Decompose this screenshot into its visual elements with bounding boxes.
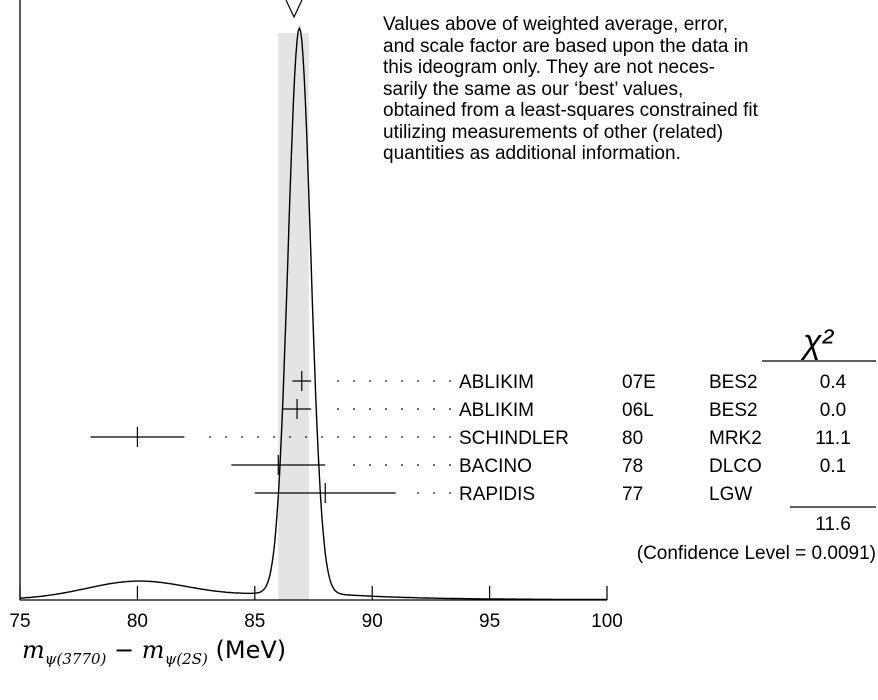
x-tick-label: 85	[244, 611, 265, 632]
leader-dot	[353, 436, 355, 438]
x-tick-label: 95	[479, 611, 500, 632]
measurement-experiment: MRK2	[709, 428, 762, 449]
measurement-experiment: BES2	[709, 400, 758, 421]
leader-dot	[257, 436, 259, 438]
leader-dot	[353, 464, 355, 466]
leader-dot	[417, 408, 419, 410]
measurement-chi2: 0.1	[820, 456, 846, 477]
leader-dot	[449, 408, 451, 410]
x-tick-label: 90	[362, 611, 383, 632]
leader-dot	[433, 492, 435, 494]
leader-dot	[449, 436, 451, 438]
measurement-rows: ABLIKIM 07E BES2 0.4 ABLIKIM 06L BES2 0.0 SCHIND…	[90, 371, 851, 505]
leader-dot	[385, 436, 387, 438]
leader-dot	[433, 464, 435, 466]
leader-dot	[321, 436, 323, 438]
measurement-year: 06L	[622, 400, 654, 421]
leader-dot	[337, 436, 339, 438]
measurement-chi2: 0.0	[820, 400, 846, 421]
leader-dot	[417, 492, 419, 494]
leader-dot	[385, 464, 387, 466]
weighted-average-band	[278, 33, 309, 600]
leader-dot	[401, 380, 403, 382]
leader-dot	[449, 380, 451, 382]
leader-dot	[225, 436, 227, 438]
x-axis-ticks: 75 80 85 90 95 100	[9, 586, 623, 632]
measurement-experiment: LGW	[709, 484, 752, 505]
leader-dot	[401, 408, 403, 410]
leader-dot	[305, 436, 307, 438]
leader-dot	[353, 408, 355, 410]
leader-dot	[369, 380, 371, 382]
chi2-total: 11.6	[815, 514, 851, 535]
leader-dot	[369, 436, 371, 438]
leader-dot	[433, 408, 435, 410]
measurement-experiment: DLCO	[709, 456, 762, 477]
note-line: Values above of weighted average, error,	[383, 14, 729, 35]
measurement-year: 78	[622, 456, 643, 477]
x-axis-label: mψ(3770) − mψ(2S) (MeV)	[22, 636, 287, 668]
measurement-chi2: 11.1	[815, 428, 851, 449]
note-line: obtained from a least-squares constraine…	[383, 100, 758, 121]
leader-dot	[289, 436, 291, 438]
leader-dot	[449, 492, 451, 494]
average-arrow-icon	[285, 0, 303, 19]
measurement-year: 07E	[622, 372, 656, 393]
leader-dot	[369, 464, 371, 466]
note-line: quantities as additional information.	[383, 143, 681, 164]
leader-dot	[241, 436, 243, 438]
leader-dot	[353, 380, 355, 382]
leader-dot	[401, 436, 403, 438]
note-line: sarily the same as our ‘best’ values,	[383, 78, 684, 100]
x-tick-label: 75	[9, 611, 30, 632]
leader-dot	[433, 436, 435, 438]
x-tick-label: 80	[127, 611, 148, 632]
measurement-author: RAPIDIS	[459, 484, 535, 505]
leader-dot	[385, 380, 387, 382]
measurement-author: BACINO	[459, 456, 532, 477]
leader-dot	[417, 436, 419, 438]
leader-dot	[433, 380, 435, 382]
measurement-experiment: BES2	[709, 372, 758, 393]
x-tick-label: 100	[591, 611, 623, 632]
ideogram-curve	[20, 26, 607, 601]
measurement-year: 80	[622, 428, 643, 449]
leader-dot	[449, 464, 451, 466]
leader-dot	[337, 408, 339, 410]
leader-dot	[417, 464, 419, 466]
measurement-author: SCHINDLER	[459, 428, 569, 449]
note-line: and scale factor are based upon the data…	[383, 35, 749, 57]
leader-dot	[401, 464, 403, 466]
measurement-year: 77	[622, 484, 643, 505]
leader-dot	[209, 436, 211, 438]
leader-dot	[385, 408, 387, 410]
ideogram-note: Values above of weighted average, error,…	[383, 14, 873, 165]
note-line: this ideogram only. They are not neces-	[383, 57, 715, 78]
leader-dot	[273, 436, 275, 438]
measurement-chi2: 0.4	[820, 372, 847, 393]
leader-dot	[337, 380, 339, 382]
leader-dot	[369, 408, 371, 410]
measurement-author: ABLIKIM	[459, 400, 534, 421]
confidence-level: (Confidence Level = 0.0091)	[637, 543, 876, 564]
measurement-author: ABLIKIM	[459, 372, 534, 393]
leader-dot	[417, 380, 419, 382]
chi2-header: χ²	[800, 323, 835, 361]
note-line: utilizing measurements of other (related…	[383, 121, 724, 143]
